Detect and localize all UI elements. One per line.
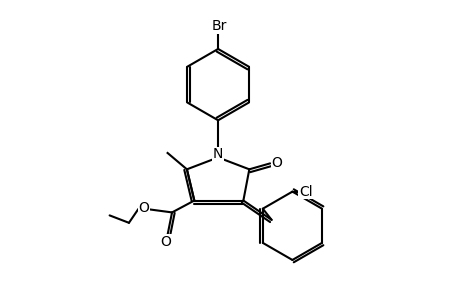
Text: Br: Br — [212, 20, 227, 33]
Text: O: O — [160, 235, 171, 249]
Text: O: O — [271, 156, 281, 170]
Text: O: O — [138, 201, 149, 215]
Text: Cl: Cl — [298, 184, 312, 199]
Text: N: N — [213, 148, 223, 161]
